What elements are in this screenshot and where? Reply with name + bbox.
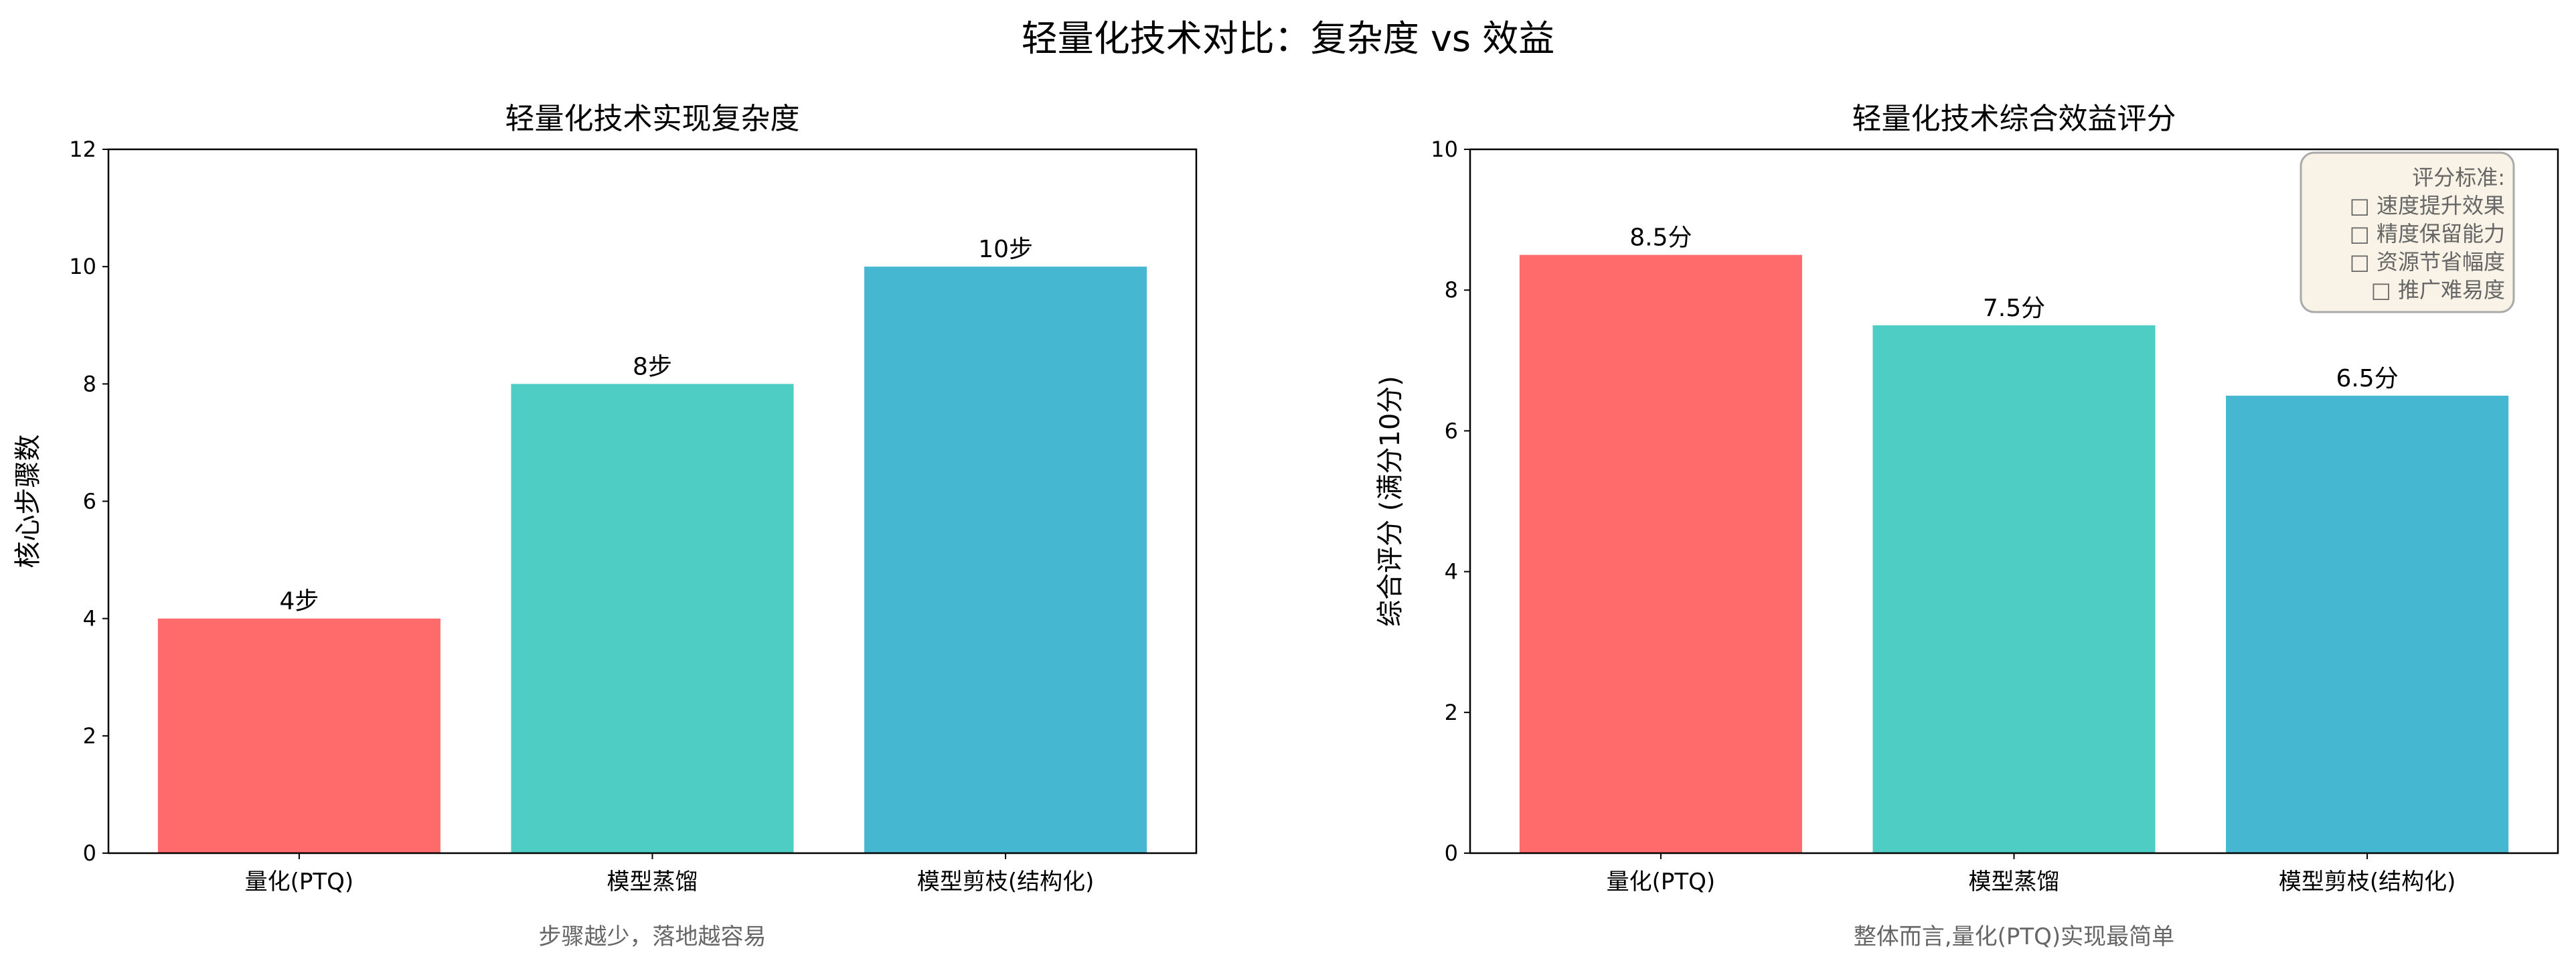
annotation-item: □ 精度保留能力 (2350, 221, 2505, 246)
y-tick-label: 8 (83, 371, 96, 396)
x-tick-label: 量化(PTQ) (245, 869, 354, 895)
axes-frame (1469, 148, 2559, 854)
bar (2226, 395, 2509, 853)
y-tick-label: 10 (1431, 137, 1458, 162)
data-label: 4步 (279, 588, 319, 615)
x-tick-label: 量化(PTQ) (1607, 869, 1716, 895)
annotation-box (2300, 151, 2515, 313)
data-label: 8步 (633, 353, 672, 380)
y-tick-label: 6 (83, 489, 96, 514)
bar (157, 618, 440, 853)
data-label: 6.5分 (2336, 365, 2398, 392)
axes-frame (107, 148, 1198, 854)
annotation-item: □ 资源节省幅度 (2350, 249, 2505, 275)
x-axis-note: 整体而言,量化(PTQ)实现最简单 (1854, 923, 2174, 950)
y-axis-label: 核心步骤数 (13, 435, 44, 569)
data-label: 7.5分 (1983, 295, 2045, 322)
data-label: 8.5分 (1629, 224, 1692, 252)
y-tick-label: 4 (83, 606, 96, 631)
y-tick-label: 12 (69, 137, 96, 162)
y-tick-label: 2 (1445, 700, 1458, 725)
x-axis-note: 步骤越少，落地越容易 (539, 923, 767, 950)
y-tick-label: 2 (83, 723, 96, 749)
x-tick-label: 模型剪枝(结构化) (917, 869, 1095, 895)
bar (1519, 254, 1802, 853)
annotation-title: 评分标准: (2412, 165, 2505, 190)
x-tick-label: 模型剪枝(结构化) (2279, 869, 2456, 895)
annotation-item: □ 速度提升效果 (2350, 193, 2505, 218)
x-tick-label: 模型蒸馏 (1969, 869, 2060, 895)
y-tick-label: 6 (1445, 418, 1458, 443)
figure-title: 轻量化技术对比：复杂度 vs 效益 (1022, 17, 1554, 60)
chart-title: 轻量化技术综合效益评分 (1852, 102, 2176, 136)
annotation-item: □ 推广难易度 (2371, 277, 2505, 303)
y-axis-label: 综合评分 (满分10分) (1375, 376, 1406, 627)
x-tick-label: 模型蒸馏 (607, 869, 698, 895)
y-tick-label: 8 (1445, 277, 1458, 303)
y-tick-label: 4 (1445, 559, 1458, 585)
data-label: 10步 (978, 236, 1033, 263)
bar (864, 267, 1147, 854)
y-tick-label: 0 (1445, 840, 1458, 866)
y-tick-label: 0 (83, 840, 96, 866)
y-tick-label: 10 (69, 254, 96, 279)
bar (511, 384, 794, 853)
bar (1872, 325, 2156, 853)
chart-title: 轻量化技术实现复杂度 (505, 102, 800, 136)
